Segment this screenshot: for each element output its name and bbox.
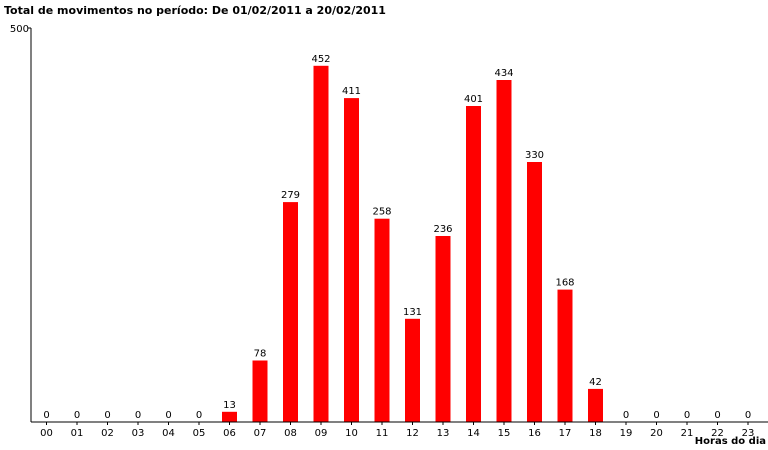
x-tick-label-02: 02 <box>101 428 114 439</box>
value-label-13: 236 <box>433 224 452 235</box>
value-label-08: 279 <box>281 190 300 201</box>
value-labels-group: 0 0 0 0 0 0 13 78 279 452 411 258 131 236 401 434 330 168… <box>43 54 751 421</box>
bar-14 <box>466 106 481 422</box>
value-label-20: 0 <box>653 410 659 421</box>
x-tick-label-09: 09 <box>315 428 328 439</box>
bar-07 <box>252 360 268 422</box>
x-tick-label-18: 18 <box>589 428 602 439</box>
y-tick-label-500: 500 <box>10 24 29 35</box>
x-tick-label-01: 01 <box>71 428 84 439</box>
x-tick-label-03: 03 <box>132 428 145 439</box>
bar-11 <box>374 218 390 422</box>
bar-08 <box>283 202 298 422</box>
y-ticks-group: 500 <box>10 24 31 35</box>
x-axis-label: Horas do dia <box>695 436 766 447</box>
value-label-19: 0 <box>623 410 629 421</box>
x-tick-label-20: 20 <box>650 428 663 439</box>
x-tick-label-19: 19 <box>620 428 633 439</box>
x-tick-label-10: 10 <box>345 428 358 439</box>
value-label-12: 131 <box>403 307 422 318</box>
x-tick-label-05: 05 <box>193 428 206 439</box>
x-tick-label-13: 13 <box>437 428 450 439</box>
bars-group <box>222 65 603 423</box>
bar-16 <box>527 162 542 422</box>
value-label-11: 258 <box>372 207 391 218</box>
value-label-14: 401 <box>464 94 483 105</box>
bar-09 <box>313 65 329 423</box>
value-label-15: 434 <box>494 68 513 79</box>
value-label-10: 411 <box>342 86 361 97</box>
x-tick-label-16: 16 <box>528 428 541 439</box>
value-label-01: 0 <box>74 410 80 421</box>
x-tick-label-17: 17 <box>559 428 572 439</box>
x-tick-label-23: 23 <box>742 428 755 439</box>
bar-18 <box>588 388 603 422</box>
x-ticks-group: 00 01 02 03 04 05 06 07 08 09 10 11 12 13 14 15 16 17 18 19… <box>40 422 754 439</box>
bar-06 <box>222 411 237 422</box>
x-tick-label-21: 21 <box>681 428 694 439</box>
axes-group <box>30 28 768 423</box>
x-tick-label-14: 14 <box>467 428 480 439</box>
bar-15 <box>496 80 512 422</box>
bar-17 <box>557 289 573 422</box>
x-tick-label-11: 11 <box>376 428 389 439</box>
x-tick-label-06: 06 <box>223 428 236 439</box>
value-label-18: 42 <box>589 377 602 388</box>
value-label-02: 0 <box>104 410 110 421</box>
value-label-21: 0 <box>684 410 690 421</box>
value-label-22: 0 <box>714 410 720 421</box>
x-tick-label-00: 00 <box>40 428 53 439</box>
value-label-16: 330 <box>525 150 544 161</box>
value-label-05: 0 <box>196 410 202 421</box>
x-tick-label-15: 15 <box>498 428 511 439</box>
bar-12 <box>405 318 420 422</box>
value-label-17: 168 <box>555 278 574 289</box>
x-tick-label-04: 04 <box>162 428 175 439</box>
x-tick-label-12: 12 <box>406 428 419 439</box>
bar-10 <box>344 98 359 422</box>
value-label-23: 0 <box>745 410 751 421</box>
value-label-06: 13 <box>223 400 236 411</box>
value-label-00: 0 <box>43 410 49 421</box>
chart-title: Total de movimentos no período: De 01/02… <box>4 4 386 17</box>
value-label-03: 0 <box>135 410 141 421</box>
value-label-04: 0 <box>165 410 171 421</box>
value-label-07: 78 <box>254 349 267 360</box>
value-label-09: 452 <box>311 54 330 65</box>
x-tick-label-22: 22 <box>711 428 724 439</box>
bar-13 <box>435 236 451 422</box>
x-tick-label-08: 08 <box>284 428 297 439</box>
x-tick-label-07: 07 <box>254 428 267 439</box>
